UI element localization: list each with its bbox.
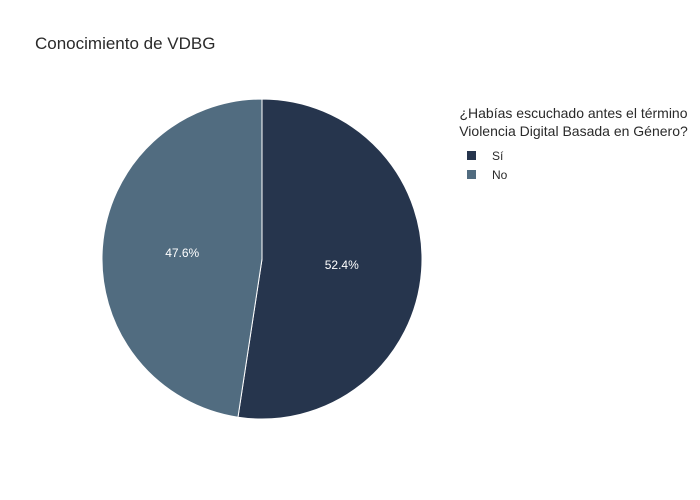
legend-title: ¿Habías escuchado antes el término Viole… xyxy=(451,104,696,140)
pie-slice-no[interactable] xyxy=(101,98,263,418)
legend-swatch-si xyxy=(466,150,477,161)
slice-label-si: 52.4% xyxy=(325,258,359,272)
pie-slice-si[interactable] xyxy=(237,98,423,420)
legend: ¿Habías escuchado antes el término Viole… xyxy=(451,104,696,184)
chart-title: Conocimiento de VDBG xyxy=(35,34,216,53)
legend-item-no[interactable]: No xyxy=(451,165,696,184)
legend-title-line-2: Violencia Digital Basada en Género? xyxy=(459,123,688,139)
legend-item-si[interactable]: Sí xyxy=(451,146,696,165)
legend-swatch-no xyxy=(466,169,477,180)
legend-items: Sí No xyxy=(451,146,696,184)
slice-label-no: 47.6% xyxy=(165,246,199,260)
legend-label-no: No xyxy=(492,167,508,182)
legend-label-si: Sí xyxy=(492,148,504,163)
legend-title-line-1: ¿Habías escuchado antes el término xyxy=(459,105,688,121)
